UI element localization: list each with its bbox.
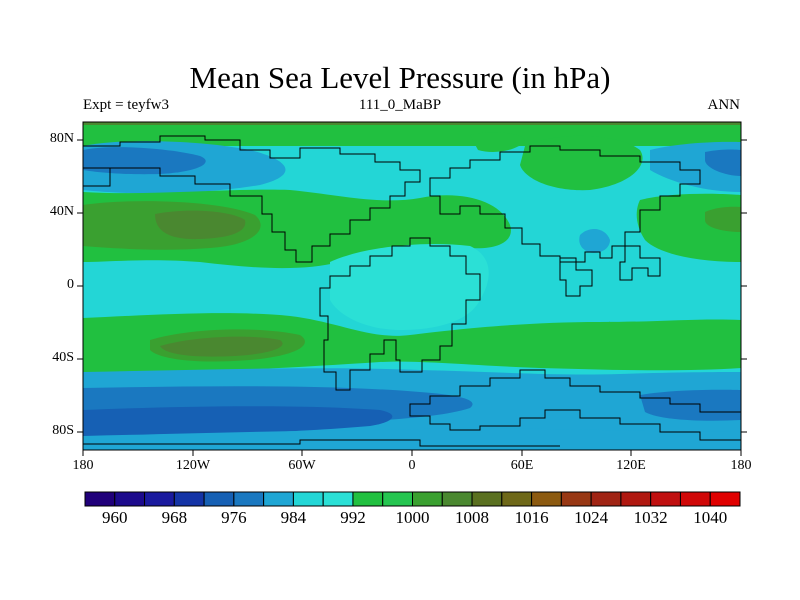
colorbar-label: 992 — [340, 508, 366, 527]
colorbar-box — [412, 491, 443, 507]
north-pacific-high-east — [705, 206, 741, 232]
colorbar-label: 968 — [161, 508, 188, 527]
colorbar-box — [382, 491, 413, 507]
north-low-east-inner — [705, 149, 741, 176]
colorbar-box — [679, 491, 711, 507]
experiment-label: Expt = teyfw3 — [83, 97, 169, 113]
colorbar-box — [352, 491, 384, 507]
south-atlantic-high-inner — [160, 336, 283, 357]
colorbar-box — [263, 491, 294, 507]
lat-label-40s: 40S — [52, 350, 74, 365]
lon-label-180e: 180 — [730, 458, 752, 473]
coastlines — [83, 135, 741, 447]
lat-label-40n: 40N — [49, 204, 74, 219]
coastline-south-polar-strip — [83, 439, 560, 447]
coastline-eurasia — [429, 145, 701, 263]
coastline-antarctica-australia — [409, 369, 741, 441]
colorbar-label: 1016 — [514, 508, 549, 527]
colorbar-box — [173, 491, 205, 507]
lon-label-60e: 60E — [510, 458, 534, 473]
colorbar-box — [471, 491, 503, 507]
colorbar-box — [292, 491, 324, 507]
colorbar-box — [531, 491, 562, 507]
colorbar-box — [501, 491, 533, 507]
coastline-southeast-asia — [619, 245, 661, 281]
colorbar-label: 1024 — [574, 508, 609, 527]
colorbar-label: 1000 — [395, 508, 430, 527]
band-north-edge — [83, 122, 741, 127]
north-high-eurasia — [520, 135, 643, 191]
north-atlantic-high-inner — [155, 210, 246, 240]
season-label: ANN — [707, 97, 741, 113]
north-high-greenland — [470, 132, 525, 152]
lon-label-0: 0 — [408, 458, 416, 473]
colorbar-box — [84, 491, 116, 507]
lat-label-80n: 80N — [49, 131, 74, 146]
colorbar-box — [144, 491, 175, 507]
colorbar-box — [590, 491, 622, 507]
colorbar-box — [709, 491, 741, 507]
coastline-north-america-west — [83, 167, 111, 187]
north-low-pacific-inner — [83, 147, 206, 175]
colorbar-box — [322, 491, 354, 507]
colorbar-box — [203, 491, 235, 507]
antarctic-lighter-strip — [83, 428, 741, 450]
southern-belt-deep-blue — [83, 406, 393, 436]
colorbar-label: 1008 — [455, 508, 490, 527]
colorbar-label: 960 — [102, 508, 128, 527]
southern-belt-mid-blue-east — [640, 389, 741, 421]
lat-ticks — [77, 139, 747, 433]
map-title: Mean Sea Level Pressure (in hPa) — [189, 60, 611, 95]
colorbar-box — [560, 491, 592, 507]
indian-low — [579, 228, 610, 253]
period-label: 111_0_MaBP — [358, 97, 442, 113]
colorbar-box — [650, 491, 681, 507]
lat-label-80s: 80S — [52, 423, 74, 438]
lon-label-120w: 120W — [175, 458, 211, 473]
colorbar-box — [620, 491, 652, 507]
coastline-north-america — [83, 135, 421, 263]
pressure-field — [83, 122, 741, 450]
colorbar-label: 1040 — [693, 508, 728, 527]
colorbar-label: 1032 — [633, 508, 668, 527]
colorbar-label: 984 — [280, 508, 307, 527]
colorbar-box — [441, 491, 473, 507]
lon-label-60w: 60W — [288, 458, 316, 473]
lon-ticks — [82, 450, 742, 456]
colorbar — [84, 491, 741, 507]
colorbar-box — [233, 491, 265, 507]
coastline-africa-south-america — [319, 237, 481, 391]
lat-label-0: 0 — [67, 277, 74, 292]
lon-label-120e: 120E — [616, 458, 646, 473]
coastline-india — [559, 257, 593, 297]
lon-label-180w: 180 — [72, 458, 94, 473]
colorbar-box — [114, 491, 146, 507]
colorbar-label: 976 — [221, 508, 247, 527]
